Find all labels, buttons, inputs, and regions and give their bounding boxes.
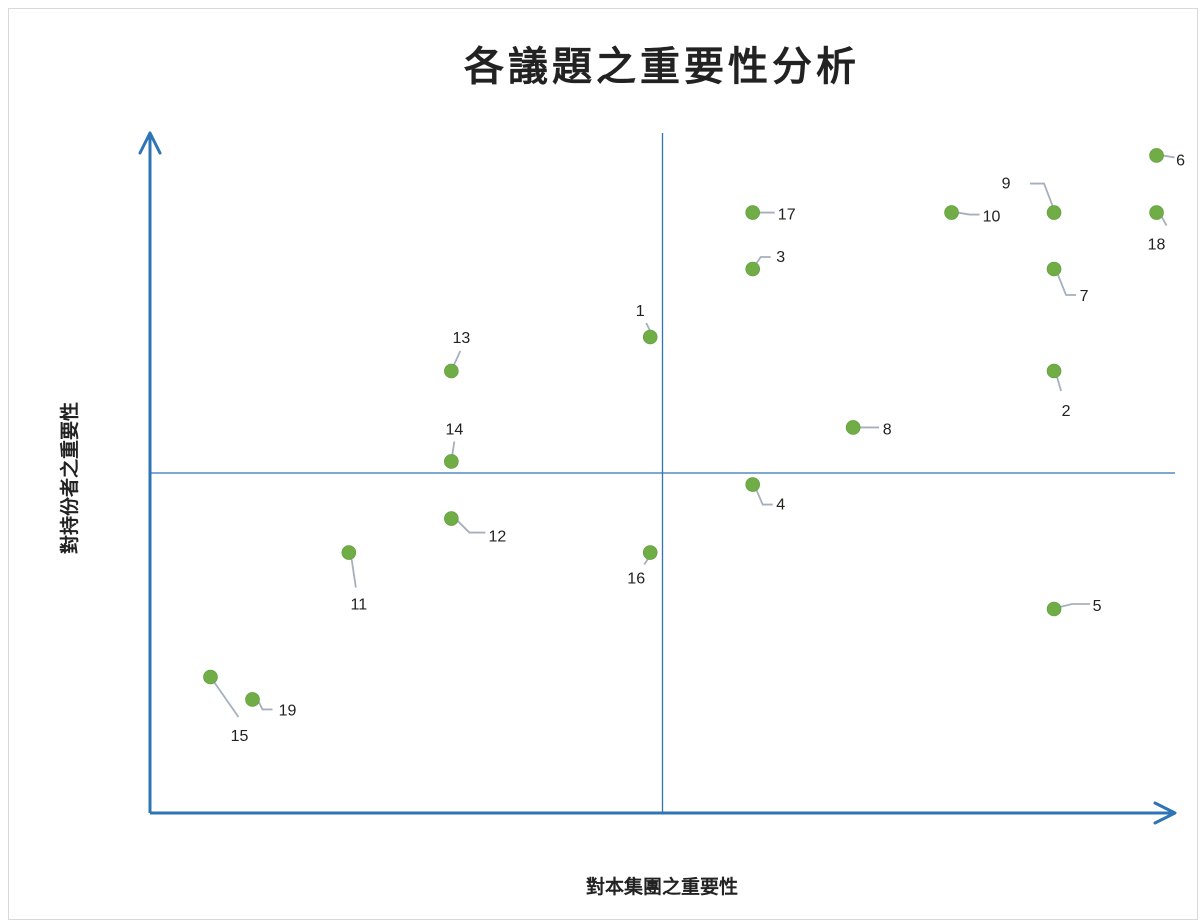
data-point (845, 420, 861, 435)
x-axis-label: 對本集團之重要性 (586, 875, 738, 898)
data-point (1046, 205, 1062, 220)
data-label: 10 (983, 209, 1001, 226)
data-label: 7 (1080, 288, 1089, 305)
data-point (642, 545, 658, 560)
data-point (1046, 363, 1062, 379)
chart-title: 各議題之重要性分析 (464, 44, 860, 90)
data-label: 1 (636, 303, 645, 320)
data-label: 18 (1148, 237, 1166, 254)
data-point (444, 511, 459, 526)
data-point (245, 692, 260, 707)
data-point (1149, 148, 1164, 163)
data-label: 12 (488, 529, 506, 546)
data-point (1149, 205, 1164, 220)
data-label: 19 (279, 702, 297, 719)
data-point (203, 669, 218, 685)
data-label: 17 (778, 207, 796, 224)
data-point (341, 545, 357, 560)
data-label: 5 (1093, 598, 1102, 615)
data-point (745, 205, 761, 220)
data-label: 2 (1062, 403, 1071, 420)
data-point (444, 363, 459, 379)
data-point (1046, 601, 1062, 617)
data-point (745, 261, 761, 277)
y-axis-arrow-icon (138, 131, 162, 155)
data-point (745, 477, 761, 492)
data-label: 8 (883, 421, 892, 438)
data-label: 13 (452, 330, 470, 347)
data-label: 11 (351, 597, 368, 614)
chart-frame (8, 8, 1198, 920)
data-label: 6 (1176, 152, 1185, 169)
data-label: 15 (231, 728, 249, 745)
y-axis-label: 對持份者之重要性 (58, 402, 81, 554)
data-label: 16 (627, 571, 645, 588)
data-label: 9 (1002, 176, 1011, 193)
data-point (642, 329, 658, 345)
data-point (944, 205, 959, 220)
data-label: 14 (445, 421, 463, 438)
leader-line (209, 676, 240, 718)
data-point (1046, 261, 1062, 277)
x-axis-arrow-icon (1153, 801, 1177, 825)
data-label: 3 (776, 249, 785, 266)
data-label: 4 (776, 497, 785, 514)
data-point (444, 454, 459, 469)
